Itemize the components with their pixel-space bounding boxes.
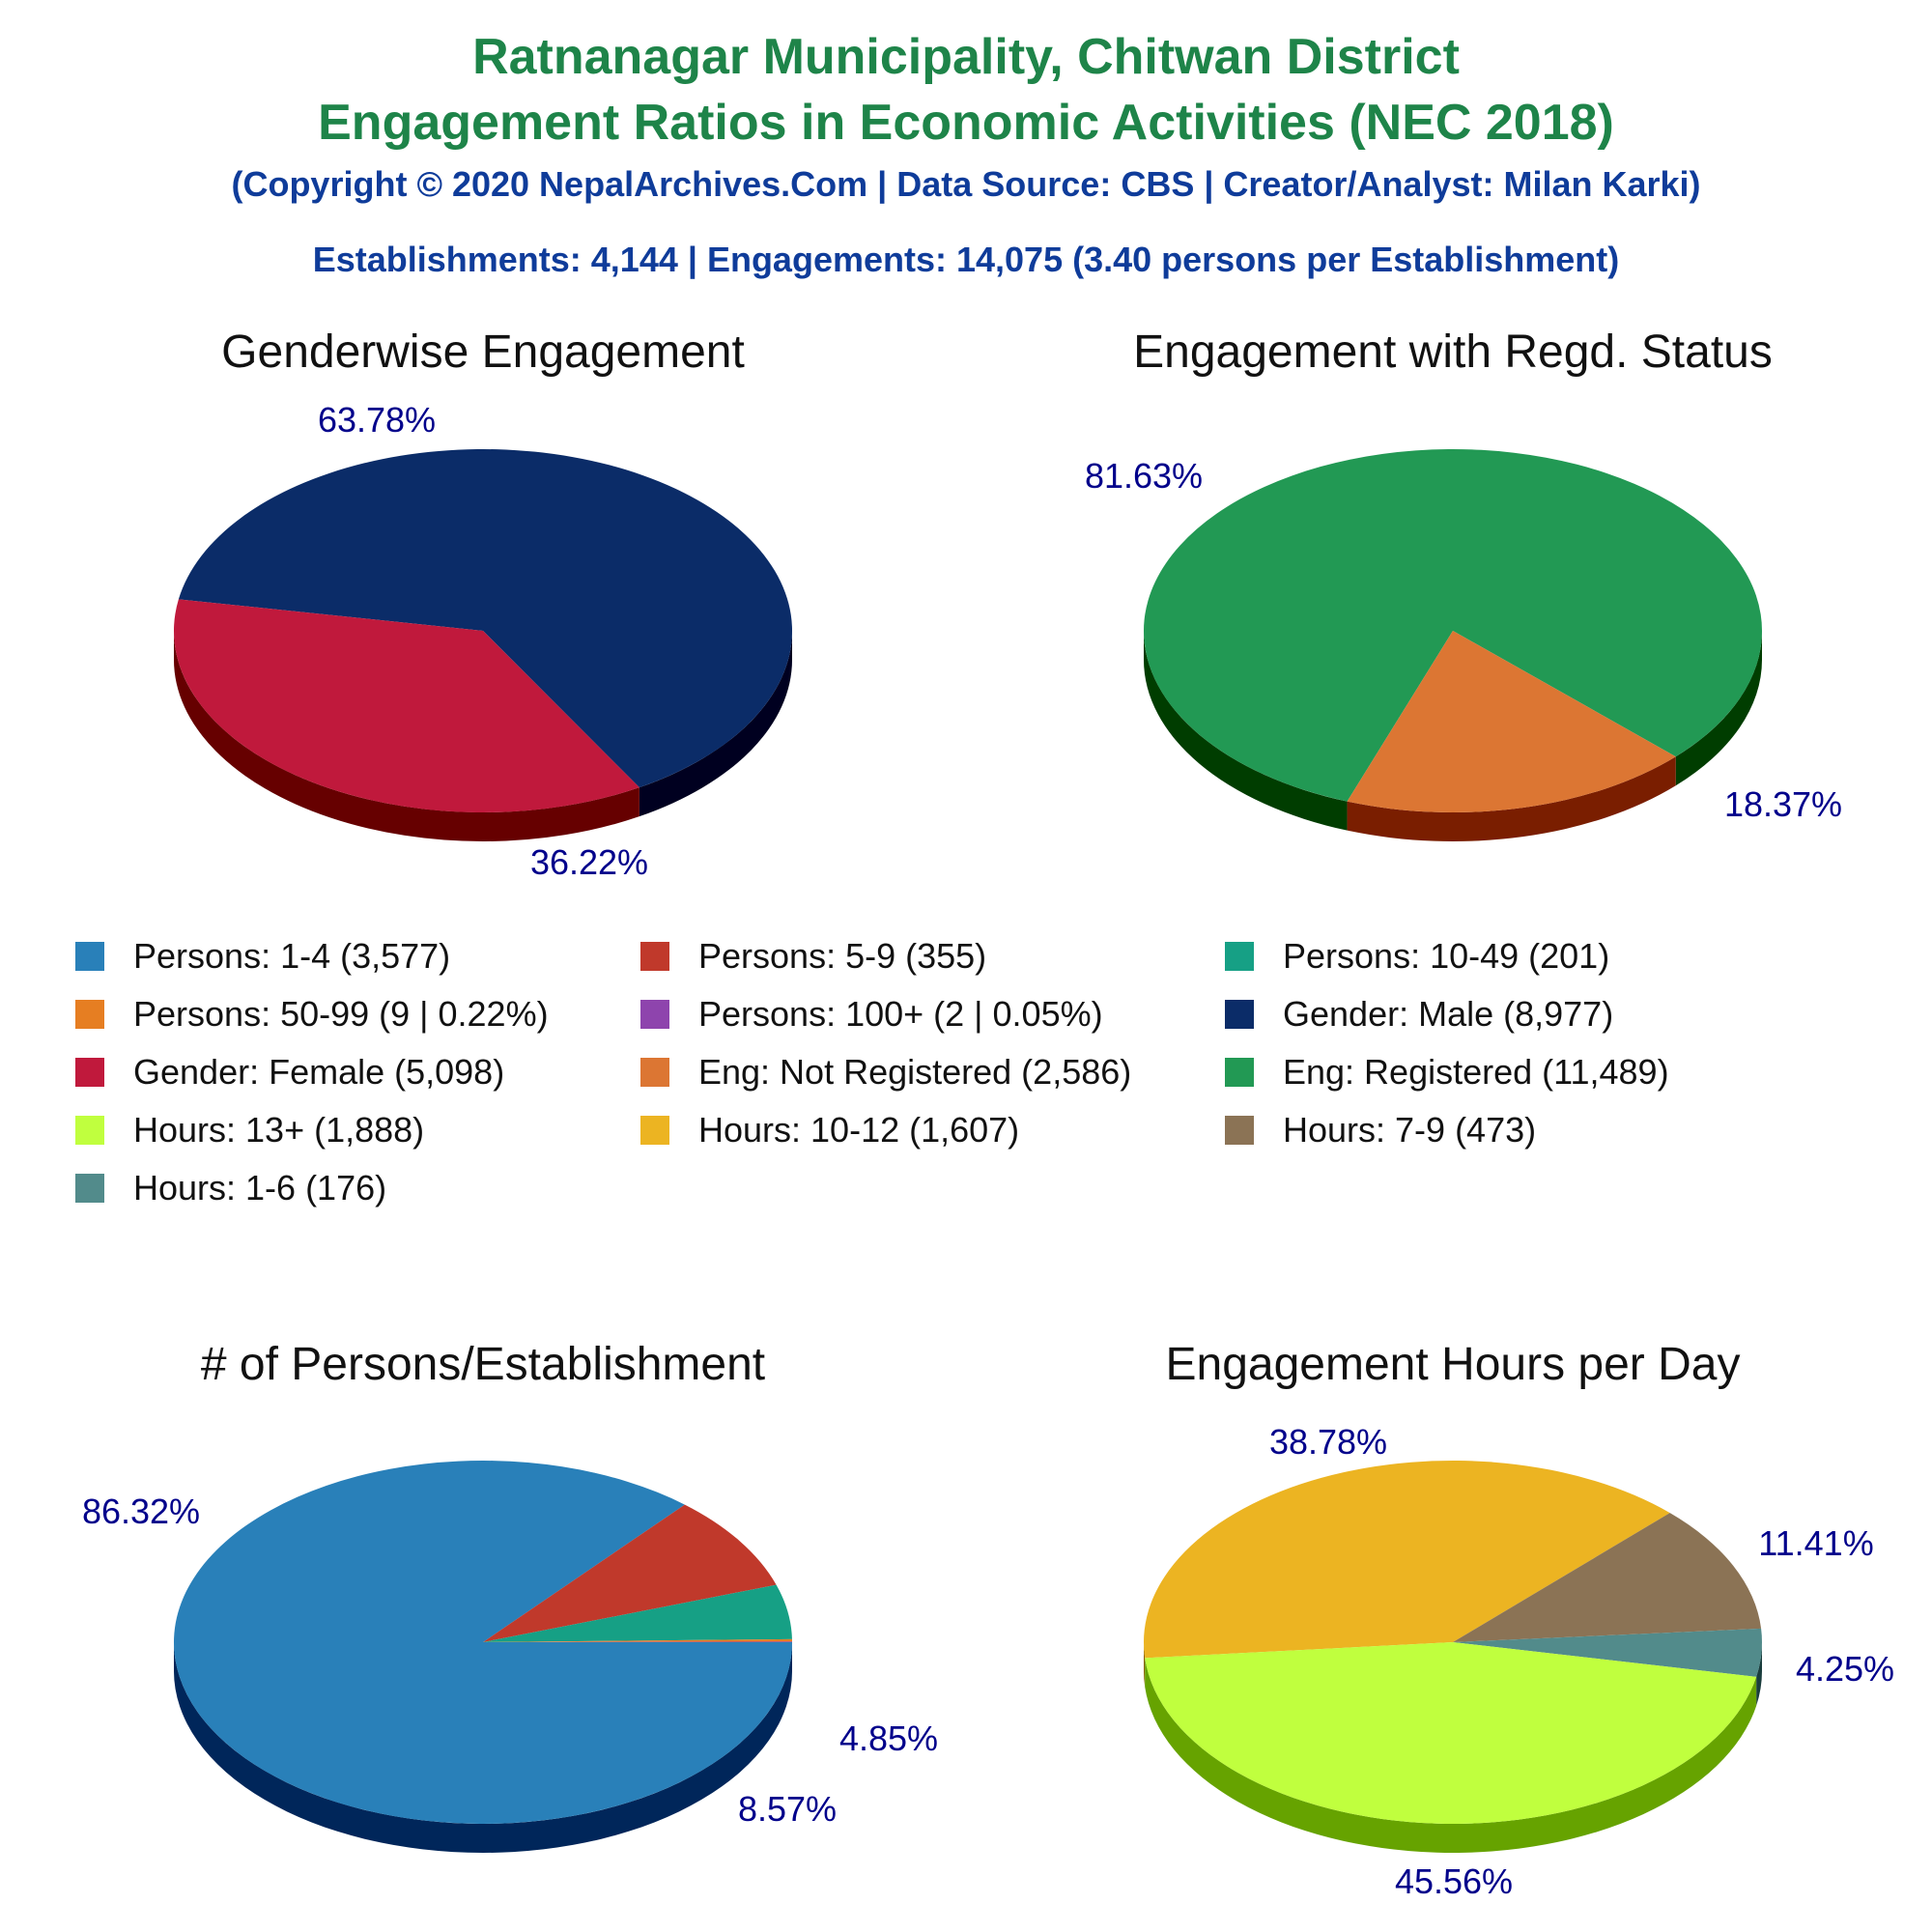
- pie-side: [1144, 631, 1348, 831]
- legend-label: Hours: 10-12 (1,607): [698, 1110, 1020, 1150]
- pie-slice: [1143, 449, 1762, 802]
- legend-item: Persons: 1-4 (3,577): [75, 932, 450, 980]
- pie-percent-label: 45.56%: [1395, 1861, 1513, 1901]
- legend-label: Persons: 1-4 (3,577): [133, 936, 451, 976]
- pie-percent-label: 11.41%: [1758, 1523, 1873, 1563]
- pie-percent-label: 81.63%: [1085, 456, 1203, 496]
- legend-swatch: [640, 942, 669, 971]
- legend-item: Persons: 10-49 (201): [1225, 932, 1609, 980]
- legend-swatch: [640, 1116, 669, 1145]
- chart-title: Engagement with Regd. Status: [1133, 327, 1773, 378]
- legend-item: Hours: 1-6 (176): [75, 1164, 386, 1212]
- pie-slice: [173, 599, 639, 813]
- pie-percent-label: 18.37%: [1724, 784, 1842, 824]
- pie-percent-label: 4.25%: [1796, 1649, 1894, 1689]
- legend-label: Eng: Registered (11,489): [1283, 1052, 1669, 1092]
- pie-slice: [1143, 1461, 1670, 1659]
- legend-item: Hours: 7-9 (473): [1225, 1106, 1536, 1154]
- legend-swatch: [1225, 942, 1254, 971]
- legend-swatch: [1225, 1000, 1254, 1029]
- legend-swatch: [1225, 1116, 1254, 1145]
- pie-slice: [483, 1641, 792, 1642]
- legend-item: Eng: Not Registered (2,586): [640, 1048, 1131, 1096]
- legend-item: Gender: Female (5,098): [75, 1048, 504, 1096]
- copyright-line: (Copyright © 2020 NepalArchives.Com | Da…: [231, 164, 1701, 204]
- legend-item: Hours: 10-12 (1,607): [640, 1106, 1019, 1154]
- legend-label: Eng: Not Registered (2,586): [698, 1052, 1132, 1092]
- legend-label: Persons: 100+ (2 | 0.05%): [698, 994, 1103, 1034]
- pie-percent-label: 38.78%: [1269, 1422, 1387, 1462]
- main-title-line1: Ratnanagar Municipality, Chitwan Distric…: [472, 29, 1460, 85]
- pie-slice: [1145, 1642, 1757, 1824]
- summary-line: Establishments: 4,144 | Engagements: 14,…: [312, 240, 1620, 279]
- pie-slice: [483, 1584, 792, 1642]
- legend-swatch: [1225, 1058, 1254, 1087]
- pie-percent-label: 86.32%: [82, 1492, 200, 1531]
- chart-title: Engagement Hours per Day: [1166, 1339, 1741, 1390]
- pie-side: [639, 631, 792, 817]
- legend-label: Persons: 5-9 (355): [698, 936, 987, 976]
- legend-item: Eng: Registered (11,489): [1225, 1048, 1669, 1096]
- pie-side: [174, 631, 639, 841]
- pie-slice: [483, 1504, 777, 1642]
- legend-swatch: [640, 1058, 669, 1087]
- legend-item: Hours: 13+ (1,888): [75, 1106, 424, 1154]
- legend-label: Hours: 13+ (1,888): [133, 1110, 425, 1150]
- pie-percent-label: 63.78%: [318, 400, 436, 440]
- pie-side: [1145, 1658, 1757, 1853]
- legend-swatch: [75, 1000, 104, 1029]
- pie-percent-label: 4.85%: [839, 1719, 938, 1758]
- main-title-line2: Engagement Ratios in Economic Activities…: [318, 95, 1614, 151]
- legend-item: Persons: 50-99 (9 | 0.22%): [75, 990, 549, 1038]
- legend-label: Gender: Male (8,977): [1283, 994, 1614, 1034]
- pie-slice: [1347, 631, 1676, 812]
- chart-title: Genderwise Engagement: [221, 327, 745, 378]
- legend-swatch: [75, 1058, 104, 1087]
- pie-slice: [483, 1638, 792, 1642]
- legend-swatch: [640, 1000, 669, 1029]
- pie-side: [1347, 756, 1676, 841]
- pie-side: [1144, 1642, 1146, 1688]
- legend-item: Persons: 5-9 (355): [640, 932, 986, 980]
- legend-swatch: [75, 1174, 104, 1203]
- chart-title: # of Persons/Establishment: [201, 1339, 765, 1390]
- legend-label: Persons: 10-49 (201): [1283, 936, 1610, 976]
- pie-slice: [178, 449, 793, 788]
- pie-percent-label: 8.57%: [738, 1789, 837, 1829]
- legend-label: Hours: 1-6 (176): [133, 1168, 387, 1208]
- legend-label: Persons: 50-99 (9 | 0.22%): [133, 994, 549, 1034]
- legend-swatch: [75, 942, 104, 971]
- legend-item: Persons: 100+ (2 | 0.05%): [640, 990, 1103, 1038]
- legend-label: Hours: 7-9 (473): [1283, 1110, 1537, 1150]
- legend-item: Gender: Male (8,977): [1225, 990, 1613, 1038]
- pie-side: [1756, 1642, 1762, 1706]
- pie-percent-label: 36.22%: [530, 842, 648, 882]
- legend-swatch: [75, 1116, 104, 1145]
- legend-label: Gender: Female (5,098): [133, 1052, 505, 1092]
- pie-slice: [1453, 1513, 1762, 1642]
- pie-slice: [1453, 1628, 1762, 1677]
- pie-side: [174, 1642, 792, 1853]
- pie-side: [1675, 631, 1762, 786]
